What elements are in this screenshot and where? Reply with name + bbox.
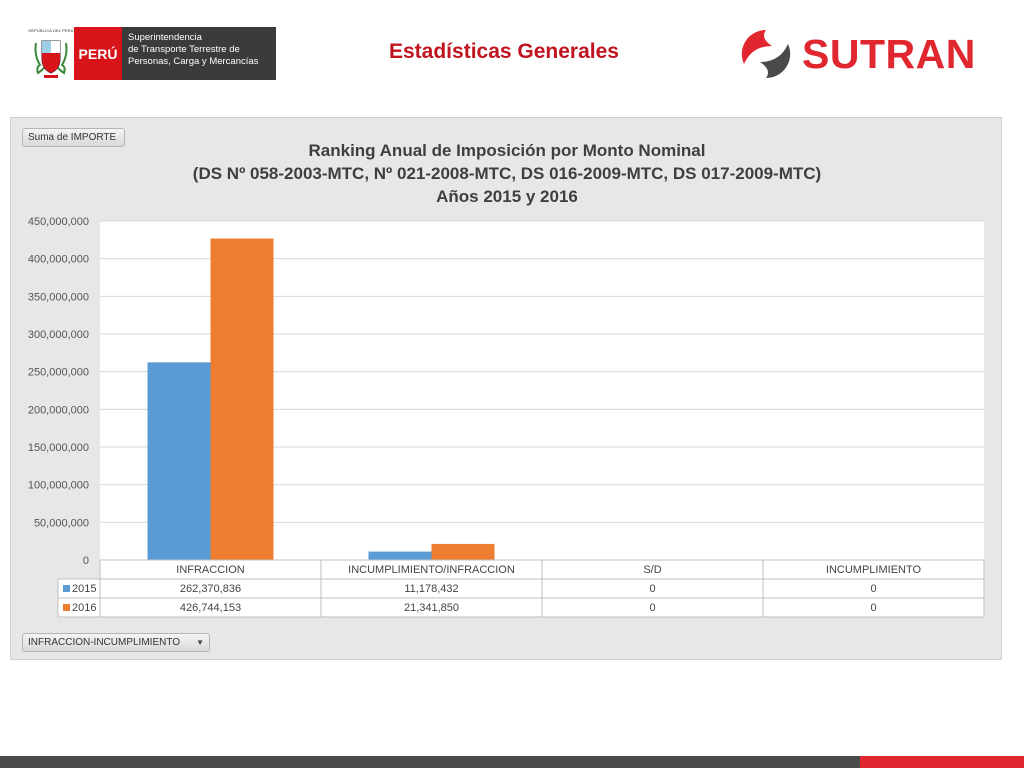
y-tick-label: 0 [83,555,89,567]
category-label: S/D [643,564,661,576]
data-label: 262,370,836 [180,583,241,595]
footer-bar [0,756,1024,768]
chart-title-line: (DS Nº 058-2003-MTC, Nº 021-2008-MTC, DS… [192,164,822,183]
data-label: 426,744,153 [180,602,241,614]
chart-title: Ranking Anual de Imposición por Monto No… [11,139,1003,208]
y-tick-label: 400,000,000 [28,254,89,266]
pivot-chart-panel: Suma de IMPORTE Ranking Anual de Imposic… [10,117,1002,660]
data-label: 0 [649,583,655,595]
y-tick-label: 100,000,000 [28,480,89,492]
slide-title: Estadísticas Generales [389,40,619,63]
data-label: 0 [870,583,876,595]
sutran-wordmark: SUTRAN [802,30,976,77]
data-label: 21,341,850 [404,602,459,614]
y-tick-label: 250,000,000 [28,367,89,379]
chart-title-line: Ranking Anual de Imposición por Monto No… [308,141,706,160]
value-field-button[interactable]: Suma de IMPORTE [22,128,125,147]
sutran-swoosh-icon [741,29,791,79]
peru-coat-of-arms-icon: REPÚBLICA DEL PERÚ [28,27,74,80]
republic-label: REPÚBLICA DEL PERÚ [28,28,74,33]
row-field-dropdown[interactable]: INFRACCION-INCUMPLIMIENTO ▼ [22,633,210,652]
data-label: 0 [649,602,655,614]
bar-2016-0 [210,238,274,560]
y-tick-label: 300,000,000 [28,329,89,341]
category-label: INFRACCION [176,564,245,576]
entity-name: Superintendencia de Transporte Terrestre… [122,27,276,80]
peru-government-logo: REPÚBLICA DEL PERÚ PERÚ Superintendencia… [28,27,276,80]
chevron-down-icon: ▼ [196,638,204,647]
coat-of-arms-graphic [34,40,68,78]
y-tick-label: 50,000,000 [34,517,89,529]
category-label: INCUMPLIMIENTO [826,564,922,576]
entity-line: Personas, Carga y Mercancías [128,56,259,67]
bar-2015-0 [147,362,211,560]
legend-key-2016 [63,604,70,611]
data-label: 11,178,432 [404,583,458,595]
legend-key-2015 [63,585,70,592]
entity-line: Superintendencia [128,32,202,43]
bar-2016-1 [431,543,495,560]
y-tick-label: 200,000,000 [28,404,89,416]
entity-line: de Transporte Terrestre de [128,44,240,55]
legend-label: 2016 [72,602,96,614]
chart-title-line: Años 2015 y 2016 [436,187,578,206]
y-tick-label: 450,000,000 [28,216,89,228]
y-tick-label: 350,000,000 [28,291,89,303]
bar-2015-1 [368,551,432,560]
peru-country-badge: PERÚ [74,27,122,80]
category-label: INCUMPLIMIENTO/INFRACCION [348,564,515,576]
y-tick-label: 150,000,000 [28,442,89,454]
data-label: 0 [870,602,876,614]
row-field-label: INFRACCION-INCUMPLIMIENTO [28,637,181,648]
legend-label: 2015 [72,583,96,595]
footer-accent [860,756,1024,768]
bar-chart: 0 50,000,000 100,000,000 150,000,000 200,000… [28,216,985,618]
sutran-logo: SUTRAN [738,26,994,82]
